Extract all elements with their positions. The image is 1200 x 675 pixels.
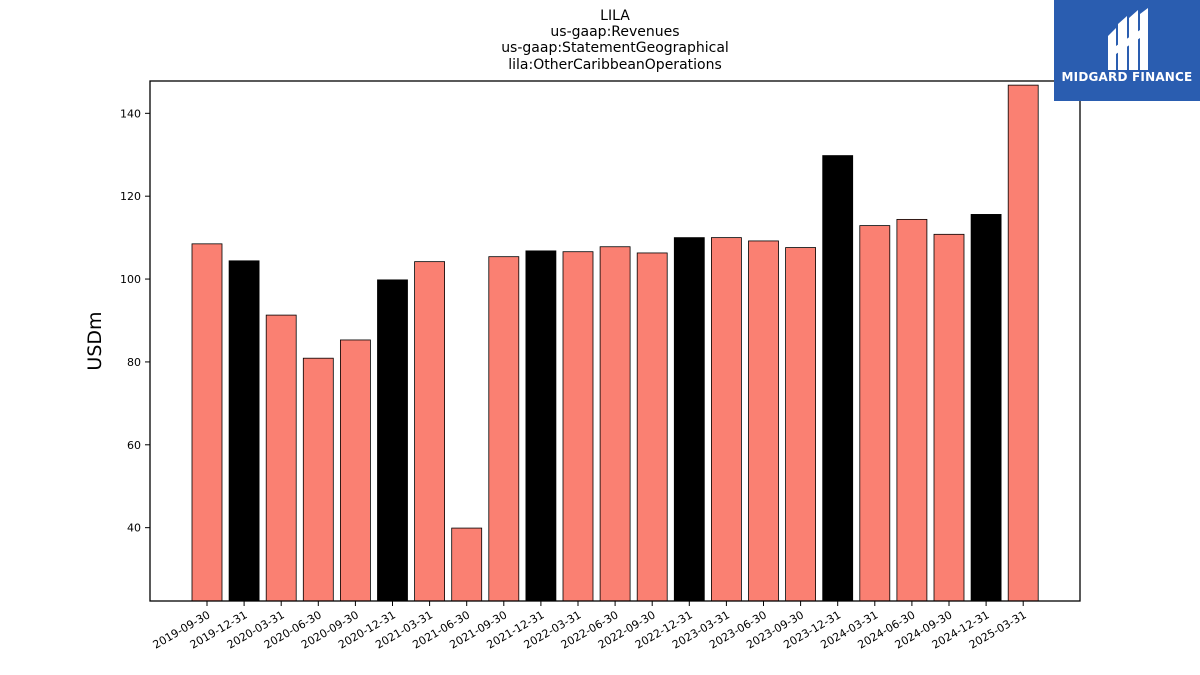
bar-2024-06-30 — [896, 218, 928, 602]
y-tick-label-120: 120 — [120, 190, 141, 203]
bar-2019-12-31 — [228, 260, 260, 602]
chart-title-line-4: lila:OtherCaribbeanOperations — [508, 57, 722, 73]
x-axis: 2019-09-302019-12-312020-03-312020-06-30… — [151, 601, 1029, 652]
bar-2022-09-30 — [636, 252, 668, 602]
midgard-m-logo-icon — [1108, 8, 1148, 70]
bar-2022-12-31 — [673, 237, 705, 602]
chart-title-line-1: LILA — [600, 8, 630, 24]
bar-2021-03-31 — [414, 261, 446, 602]
bar-2021-12-31 — [525, 250, 557, 602]
midgard-finance-logo: MIDGARD FINANCE — [1054, 0, 1200, 101]
bar-2024-09-30 — [933, 233, 965, 602]
bar-2023-06-30 — [748, 240, 779, 602]
bar-2023-09-30 — [785, 247, 816, 602]
bar-2022-06-30 — [599, 246, 631, 602]
bar-2019-09-30 — [191, 243, 223, 602]
bar-2020-09-30 — [339, 339, 371, 602]
y-axis-label: USDm — [84, 311, 106, 370]
chart-title-line-2: us-gaap:Revenues — [550, 24, 679, 40]
logo-text: MIDGARD FINANCE — [1062, 70, 1193, 84]
plot-frame — [149, 80, 1081, 602]
bar-2025-03-31 — [1007, 84, 1039, 602]
y-tick-label-60: 60 — [127, 439, 141, 452]
bar-series — [191, 84, 1039, 602]
bar-2020-06-30 — [302, 357, 334, 602]
bar-2020-03-31 — [265, 314, 297, 602]
bar-2020-12-31 — [377, 279, 408, 602]
y-tick-label-40: 40 — [127, 522, 141, 535]
bar-2021-06-30 — [451, 527, 483, 602]
bar-2021-09-30 — [488, 256, 520, 602]
y-tick-label-80: 80 — [127, 356, 141, 369]
bar-2024-12-31 — [970, 214, 1002, 602]
chart-title: LILA us-gaap:Revenues us-gaap:StatementG… — [501, 8, 729, 73]
y-tick-label-140: 140 — [120, 107, 141, 120]
chart-title-line-3: us-gaap:StatementGeographical — [501, 40, 729, 56]
bar-2023-03-31 — [711, 237, 742, 602]
bar-2023-12-31 — [822, 155, 854, 602]
bar-2022-03-31 — [562, 251, 594, 602]
y-axis: 40 60 80 100 120 140 — [120, 107, 150, 535]
y-tick-label-100: 100 — [120, 273, 141, 286]
bar-2024-03-31 — [859, 225, 891, 602]
